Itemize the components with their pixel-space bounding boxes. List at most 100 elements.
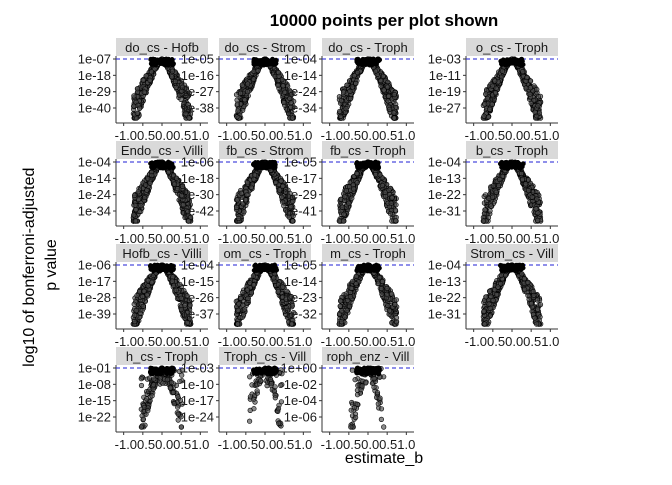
data-point [503,165,508,170]
data-point [171,165,176,170]
data-point [380,183,385,188]
data-point [500,69,505,74]
data-point [252,177,257,182]
x-tick-labels: -1.00.50.00.51.0 [465,128,560,143]
data-point [528,79,533,84]
x-tick-labels: -1.00.50.00.51.0 [218,128,313,143]
data-point [367,63,372,68]
data-point [132,319,137,324]
data-point [187,116,192,121]
data-point [236,216,241,221]
data-point [245,288,250,293]
y-tick-label: 1e-06 [181,155,214,170]
data-point [157,264,162,269]
data-point [132,193,137,198]
data-point [364,164,369,169]
data-point [251,283,256,288]
data-point [143,183,148,188]
data-point [355,164,360,169]
panel-strip-label: o_cs - Troph [476,40,548,55]
data-point [235,115,240,120]
data-point [136,190,141,195]
data-point [344,107,349,112]
data-point [160,160,165,165]
data-point [352,74,357,79]
data-point [488,209,493,214]
y-tick-label: 1e-18 [78,68,111,83]
y-tick-label: 1e-05 [284,155,317,170]
data-point [170,57,175,62]
data-point [363,57,368,62]
data-point [245,89,250,94]
data-point [355,171,360,176]
data-point [132,94,137,99]
data-point [483,92,488,97]
y-tick-label: 1e-11 [429,68,461,83]
y-tick-label: 1e-18 [181,171,214,186]
data-point [137,106,142,111]
data-point [148,181,153,186]
data-point [135,293,140,298]
data-point [135,86,140,91]
data-point [494,86,499,91]
data-point [389,201,394,206]
data-point [526,188,531,193]
y-tick-label: 1e-28 [78,290,111,305]
data-point [272,276,277,281]
data-point [512,165,517,170]
data-point [165,162,170,167]
data-point [243,98,248,103]
data-point [491,184,496,189]
data-point [342,212,347,217]
panels-group: do_cs - Hofb1e-071e-181e-291e-40-1.00.50… [78,38,560,452]
data-point [483,193,488,198]
data-point [256,160,261,165]
data-point [140,294,145,299]
data-point [274,266,279,271]
data-point [489,204,494,209]
data-point [251,77,256,82]
y-tick-label: 1e-19 [428,84,461,99]
data-point [493,91,498,96]
data-point [264,161,269,166]
data-point [528,86,533,91]
data-point [246,296,251,301]
data-point [165,61,170,66]
data-point [132,302,137,307]
data-point [535,197,540,202]
data-point [536,103,541,108]
y-tick-label: 1e-29 [284,187,317,202]
data-point [236,308,241,313]
panel-strip-label: fb_cs - Troph [330,143,406,158]
y-tick-label: 1e-15 [181,274,214,289]
data-point [289,322,294,327]
panel-4: o_cs - Troph1e-031e-111e-191e-27-1.00.50… [428,38,560,143]
data-point [253,263,258,268]
y-tick-label: 1e-24 [284,84,317,99]
data-point [518,165,523,170]
data-point [239,191,244,196]
data-point [496,183,501,188]
data-point [386,99,391,104]
data-point [138,311,143,316]
y-tick-label: 1e-04 [181,258,214,273]
data-point [394,203,399,208]
data-point [153,61,158,66]
data-point [249,185,254,190]
data-point [343,195,348,200]
data-point [520,177,525,182]
data-point [150,280,155,285]
y-tick-label: 1e-04 [284,52,317,67]
data-point [506,58,511,63]
data-point [481,219,486,224]
y-tick-label: 1e-13 [428,171,461,186]
y-tick-label: 1e-40 [78,101,111,116]
data-point [535,218,540,223]
data-point [511,60,516,65]
y-tick-label: 1e-34 [284,101,317,116]
data-point [170,279,175,284]
data-point [174,85,179,90]
data-point [256,59,261,64]
data-point [528,92,533,97]
y-tick-label: 1e-42 [181,204,214,219]
